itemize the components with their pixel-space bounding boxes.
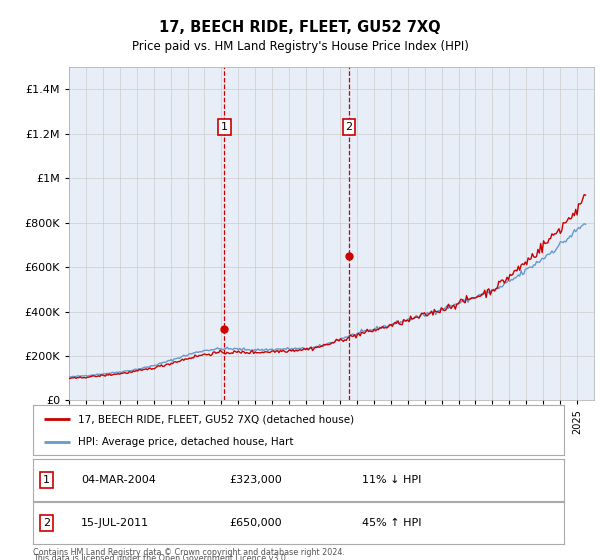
Text: 11% ↓ HPI: 11% ↓ HPI (362, 475, 422, 485)
Text: 45% ↑ HPI: 45% ↑ HPI (362, 519, 422, 528)
Text: 2: 2 (346, 122, 353, 132)
Text: 17, BEECH RIDE, FLEET, GU52 7XQ (detached house): 17, BEECH RIDE, FLEET, GU52 7XQ (detache… (78, 414, 354, 424)
Text: 1: 1 (43, 475, 50, 485)
Text: This data is licensed under the Open Government Licence v3.0.: This data is licensed under the Open Gov… (33, 554, 289, 560)
Text: 1: 1 (221, 122, 228, 132)
Text: Contains HM Land Registry data © Crown copyright and database right 2024.: Contains HM Land Registry data © Crown c… (33, 548, 345, 557)
Text: HPI: Average price, detached house, Hart: HPI: Average price, detached house, Hart (78, 437, 293, 447)
Text: 2: 2 (43, 519, 50, 528)
Text: £650,000: £650,000 (229, 519, 282, 528)
Text: 04-MAR-2004: 04-MAR-2004 (81, 475, 155, 485)
Text: 17, BEECH RIDE, FLEET, GU52 7XQ: 17, BEECH RIDE, FLEET, GU52 7XQ (159, 20, 441, 35)
Text: £323,000: £323,000 (229, 475, 282, 485)
Text: 15-JUL-2011: 15-JUL-2011 (81, 519, 149, 528)
Text: Price paid vs. HM Land Registry's House Price Index (HPI): Price paid vs. HM Land Registry's House … (131, 40, 469, 53)
